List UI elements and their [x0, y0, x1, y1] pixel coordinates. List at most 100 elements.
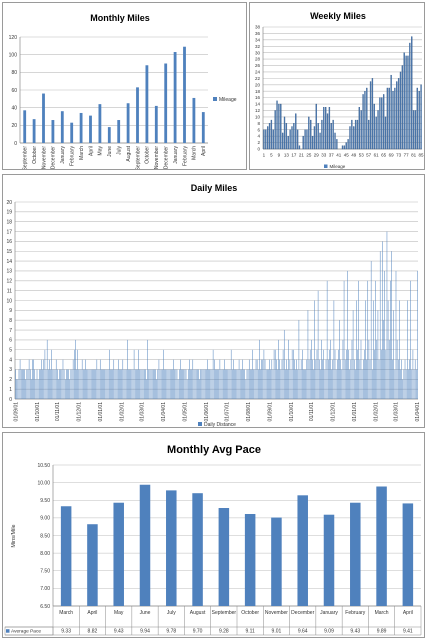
bar [144, 369, 145, 399]
bar [272, 129, 274, 150]
bar [52, 369, 54, 399]
bar [81, 359, 83, 399]
bar [255, 359, 257, 399]
x-tick-label: 01/01/01 [98, 402, 104, 422]
bar [375, 280, 376, 399]
bar [55, 359, 57, 399]
bar [285, 369, 286, 399]
bar [416, 369, 417, 399]
bar [370, 261, 372, 399]
x-tick-label: December [291, 610, 314, 616]
y-tick-label: 8.00 [40, 551, 50, 557]
bar [185, 369, 187, 399]
x-tick-label: 01/03/01 [140, 402, 146, 422]
bar [141, 369, 143, 399]
bar [44, 349, 46, 399]
bar [46, 339, 48, 399]
bar [392, 91, 394, 150]
x-tick-label: October [145, 146, 151, 164]
x-tick-label: 25 [306, 153, 312, 158]
bar [388, 87, 390, 150]
bar [93, 369, 94, 399]
bar [74, 349, 75, 399]
y-tick-label: 1 [9, 387, 12, 393]
bar [353, 359, 355, 399]
bar [140, 369, 142, 399]
bar [409, 42, 411, 150]
bar [390, 74, 392, 150]
x-tick-label: March [192, 146, 198, 160]
bar [157, 369, 159, 399]
bar [282, 349, 284, 399]
x-tick-label: 9 [278, 153, 281, 158]
bar [156, 379, 157, 399]
bar [358, 107, 361, 150]
bar [183, 46, 186, 143]
x-tick-label: 01/09/01 [13, 402, 19, 422]
bar [283, 330, 285, 399]
bar [276, 359, 277, 399]
bar [136, 87, 139, 143]
x-tick-label: July [167, 610, 176, 616]
bar [334, 349, 336, 399]
bar [379, 251, 381, 399]
bar [164, 63, 168, 143]
bar [283, 116, 286, 150]
bar [53, 369, 55, 399]
bar [194, 369, 196, 399]
bar [311, 135, 314, 150]
x-tick-label: January [173, 146, 179, 164]
bar [158, 359, 160, 399]
y-tick-label: 16 [255, 95, 261, 100]
bar [37, 379, 39, 399]
bar [399, 71, 402, 150]
bar [83, 369, 84, 399]
bar [78, 369, 80, 399]
bar [199, 379, 200, 399]
x-tick-label: July [116, 146, 122, 155]
bar [48, 369, 49, 399]
y-tick-label: 2 [257, 140, 260, 145]
x-tick-label: March [375, 610, 389, 616]
bar [104, 369, 105, 399]
bar [210, 369, 212, 399]
bar [51, 349, 52, 399]
bar [50, 369, 51, 399]
bar [169, 369, 171, 399]
bar [300, 359, 302, 399]
bar [133, 349, 135, 399]
x-tick-label: 1 [263, 153, 266, 158]
x-tick-label: 01/11/01 [309, 402, 315, 421]
bar [163, 349, 164, 399]
bar [385, 349, 387, 399]
chart-title: Daily Miles [191, 183, 238, 193]
data-table-value: 9.01 [272, 629, 282, 635]
bar [265, 129, 267, 150]
bar [110, 369, 111, 399]
bar [39, 369, 40, 399]
y-axis-label: Mins/Mile [11, 524, 17, 547]
bar [60, 111, 64, 143]
bar [420, 84, 422, 150]
bar [396, 339, 398, 399]
bar [341, 145, 344, 150]
bar [307, 310, 309, 399]
bar [392, 359, 393, 399]
bar [351, 119, 353, 150]
y-tick-label: 8 [257, 121, 260, 126]
bar [40, 369, 41, 399]
bar [394, 87, 396, 150]
x-tick-label: 01/09/01 [267, 402, 273, 422]
bar [251, 369, 252, 399]
chart-daily-miles: Daily Miles 0 1 2 3 4 5 6 7 8 9 10 11 12 13 14 15 16 17 18 1… [2, 174, 425, 428]
data-table-value: 9.70 [193, 629, 203, 635]
bar [216, 369, 217, 399]
bar [376, 486, 387, 606]
bar [403, 52, 405, 150]
bar [297, 495, 308, 606]
bar [181, 369, 182, 399]
bar [334, 132, 336, 150]
bar [375, 116, 377, 150]
bar [36, 369, 38, 399]
bar [237, 369, 239, 399]
